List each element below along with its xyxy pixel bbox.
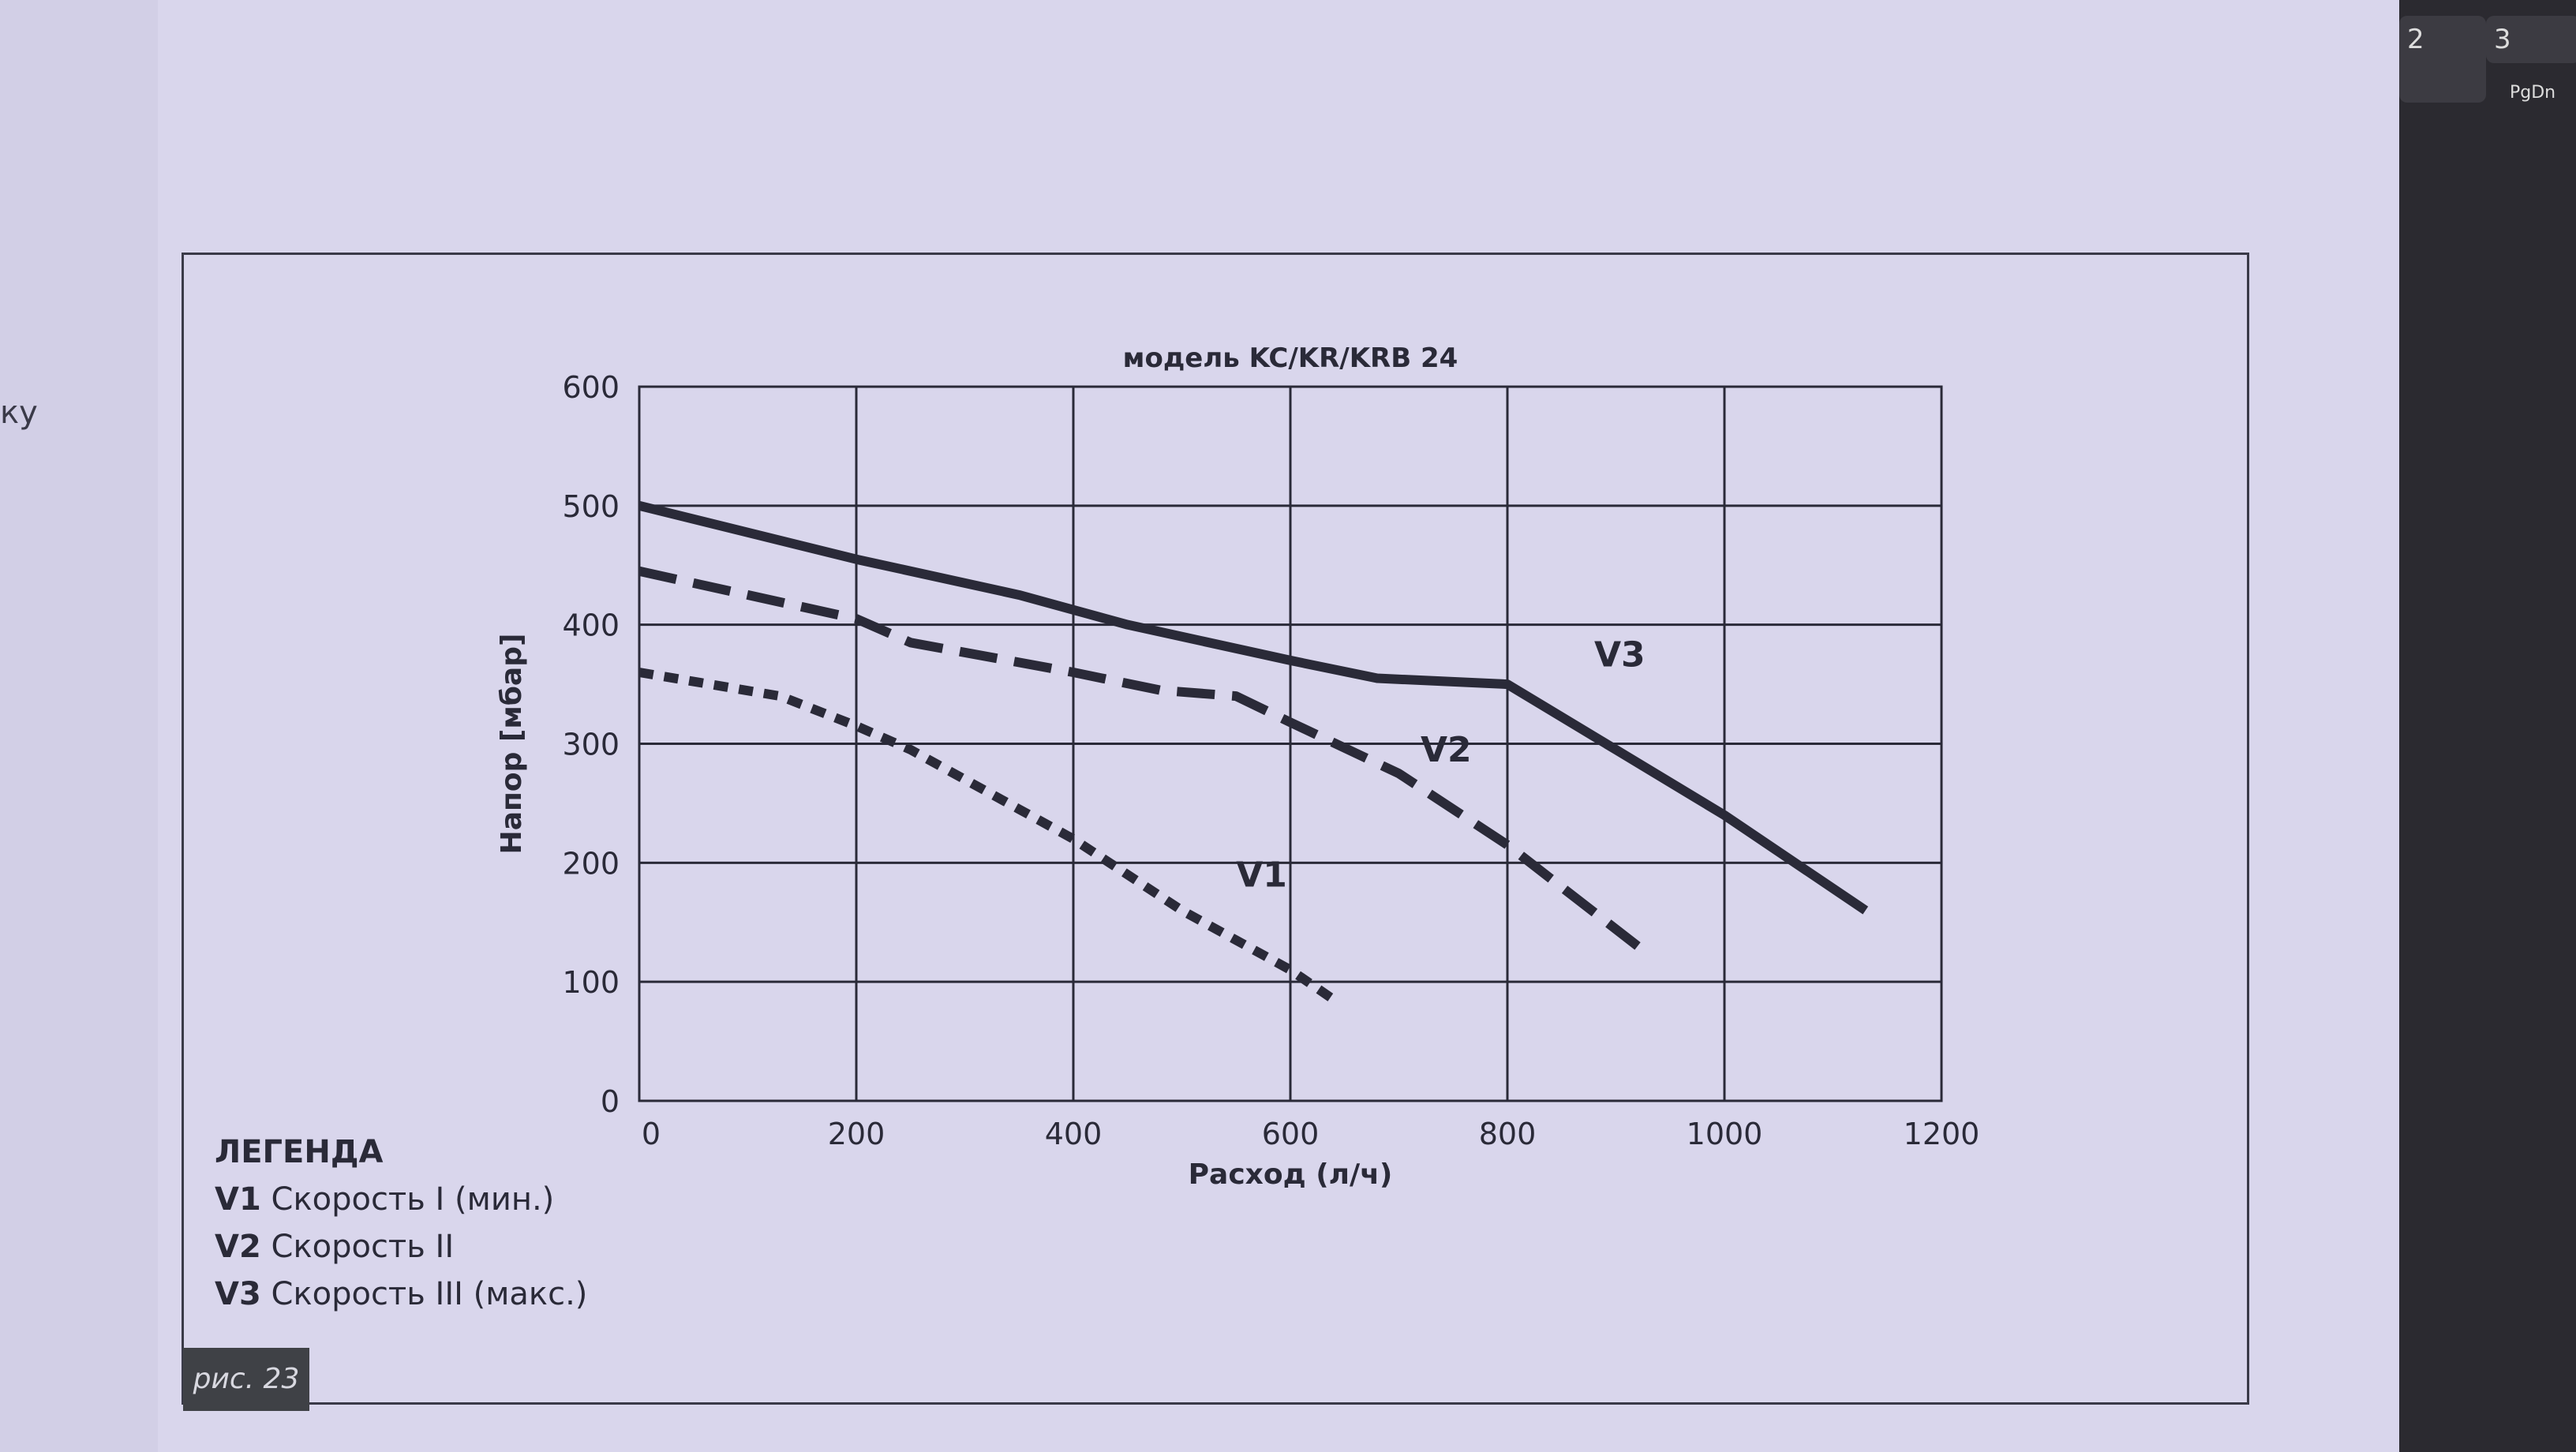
x-tick-label: 400 [1045, 1117, 1103, 1151]
figure-label: рис. 23 [183, 1348, 309, 1411]
x-tick-label: 200 [828, 1117, 886, 1151]
x-tick-label: 0 [642, 1117, 661, 1151]
y-tick-label: 100 [562, 965, 620, 1000]
x-axis-label: Расход (л/ч) [1189, 1158, 1393, 1191]
key-pgdn: PgDn [2510, 83, 2556, 103]
legend: ЛЕГЕНДА V1 Скорость I (мин.) V2 Скорость… [215, 1128, 587, 1318]
key-2: 2 [2399, 16, 2486, 103]
series-v1-line [638, 668, 1337, 1004]
y-tick-label: 600 [562, 370, 620, 405]
series-label-v2: V2 [1421, 730, 1472, 770]
legend-title: ЛЕГЕНДА [215, 1134, 384, 1170]
y-tick-label: 500 [562, 489, 620, 524]
series-v3-line [638, 501, 1869, 915]
legend-item-v3: V3 Скорость III (макс.) [215, 1276, 588, 1312]
series-v2-line [638, 566, 1641, 950]
x-tick-label: 600 [1262, 1117, 1320, 1151]
y-tick-label: 0 [601, 1084, 620, 1119]
y-tick-label: 300 [562, 728, 620, 762]
adjacent-page-text: ку [0, 395, 38, 431]
y-tick-label: 400 [562, 608, 620, 643]
y-axis-label: Напор [мбар] [496, 634, 528, 855]
legend-item-v2: V2 Скорость II [215, 1229, 455, 1265]
x-tick-label: 800 [1479, 1117, 1537, 1151]
figure-frame [182, 253, 2249, 1405]
x-tick-label: 1200 [1904, 1117, 1980, 1151]
keyboard: 2 3 PgDn [2399, 0, 2576, 1452]
key-3: 3 [2486, 16, 2576, 63]
y-tick-label: 200 [562, 846, 620, 881]
page-margin [0, 0, 158, 1452]
legend-item-v1: V1 Скорость I (мин.) [215, 1181, 555, 1218]
series-label-v1: V1 [1236, 855, 1287, 896]
series-label-v3: V3 [1594, 634, 1646, 675]
chart-title: модель KC/KR/KRB 24 [1123, 342, 1458, 374]
x-tick-label: 1000 [1687, 1117, 1763, 1151]
